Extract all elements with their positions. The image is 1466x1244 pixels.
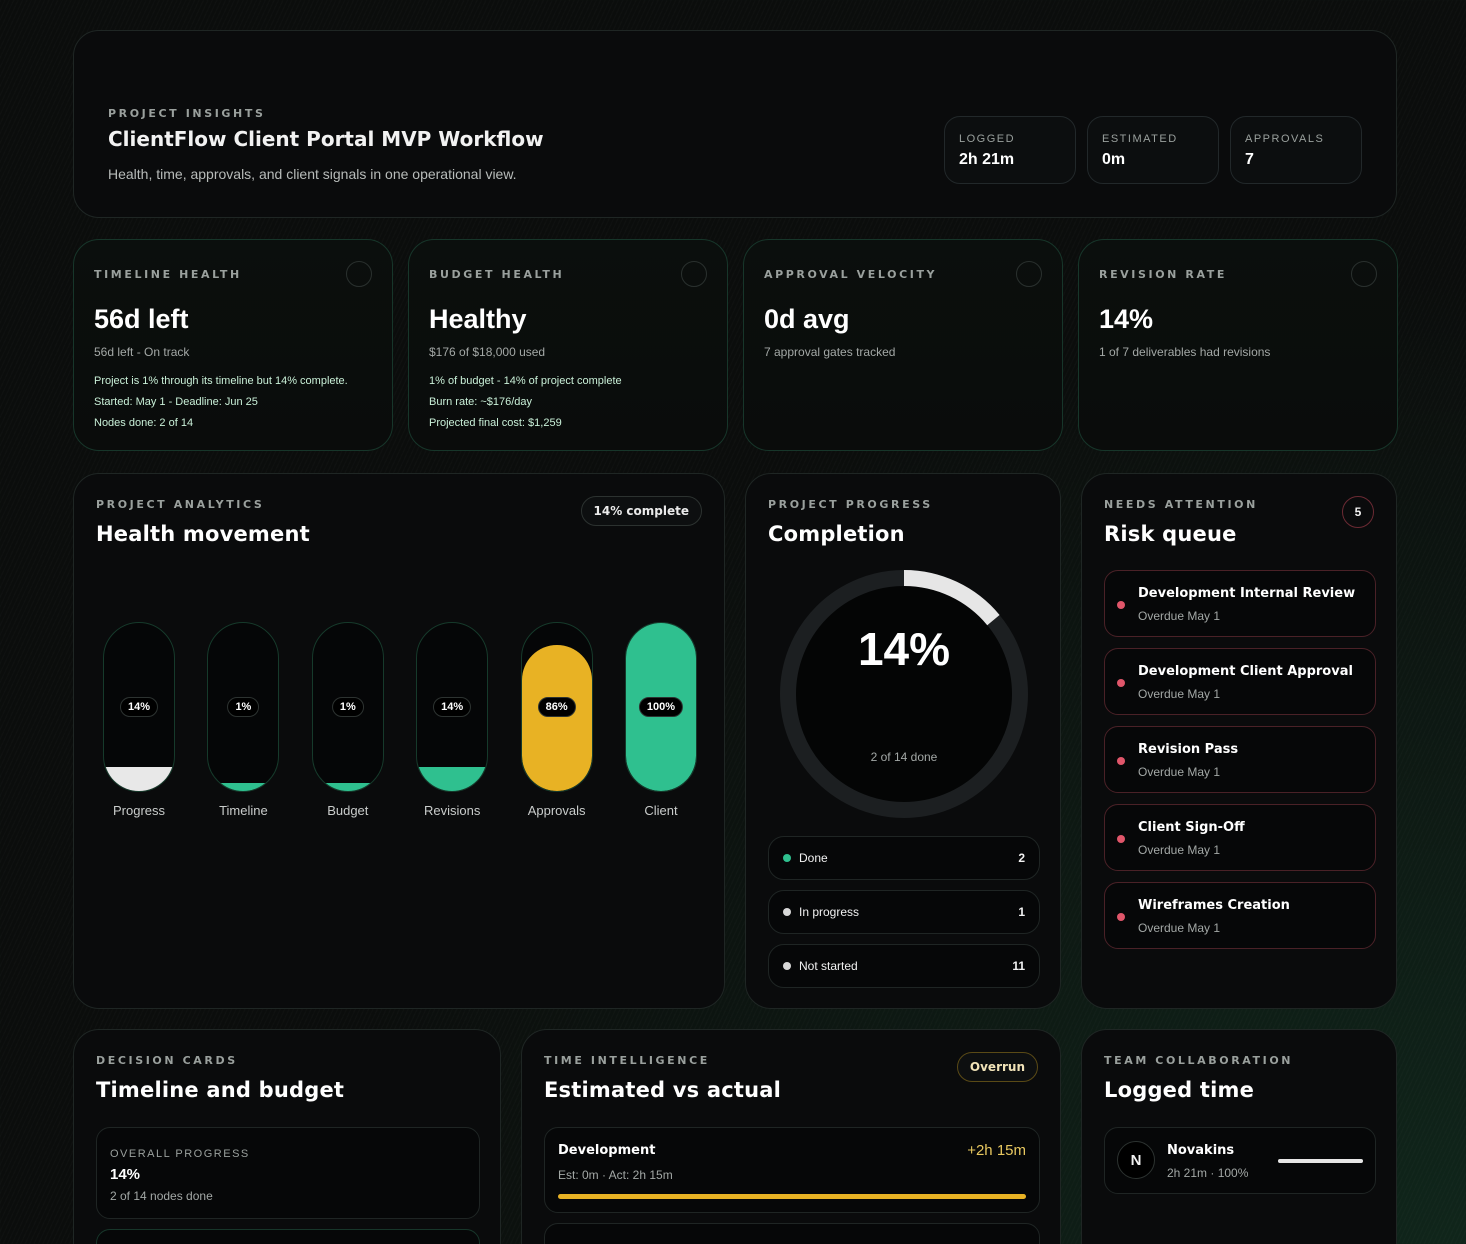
kpi-value: Healthy <box>429 304 527 334</box>
overrun-pill: Overrun <box>956 1052 1038 1082</box>
stat-estimated: ESTIMATED 0m <box>1087 116 1219 184</box>
risk-item[interactable]: Development Internal Review Overdue May … <box>1104 570 1376 637</box>
bar-value-label: 1% <box>227 697 260 717</box>
info-icon[interactable] <box>1016 261 1042 287</box>
time-row: Development +2h 15m Est: 0m · Act: 2h 15… <box>544 1127 1040 1213</box>
bar-value-label: 1% <box>331 697 364 717</box>
risk-item[interactable]: Wireframes Creation Overdue May 1 <box>1104 882 1376 949</box>
kpi-sub: 7 approval gates tracked <box>764 345 896 359</box>
kpi-sub: 1 of 7 deliverables had revisions <box>1099 345 1271 359</box>
bar-fill <box>208 782 279 791</box>
completion-donut <box>780 570 1028 818</box>
bar-value-label: 14% <box>119 697 159 717</box>
card-title: Timeline and budget <box>96 1078 345 1102</box>
time-intelligence-card: TIME INTELLIGENCE Estimated vs actual Ov… <box>521 1029 1061 1244</box>
project-header: PROJECT INSIGHTS ClientFlow Client Porta… <box>73 30 1397 218</box>
bar-fill <box>417 767 488 791</box>
kpi-value: 56d left <box>94 304 189 334</box>
alert-dot <box>1117 601 1125 609</box>
bar-fill <box>104 767 174 791</box>
status-dot <box>783 908 791 916</box>
header-eyebrow: PROJECT INSIGHTS <box>108 107 266 120</box>
risk-item[interactable]: Development Client Approval Overdue May … <box>1104 648 1376 715</box>
share-fill <box>1278 1159 1363 1163</box>
bar-value-label: 14% <box>433 697 472 717</box>
risk-item[interactable]: Revision Pass Overdue May 1 <box>1104 726 1376 793</box>
kpi-sub: $176 of $18,000 used <box>429 345 546 359</box>
legend-in-progress: In progress 1 <box>768 890 1040 934</box>
status-dot <box>783 962 791 970</box>
donut-arc <box>780 570 1028 818</box>
bar-fill <box>312 782 383 791</box>
metric-bar-revisions: 14% <box>416 622 489 792</box>
bar-label: Revisions <box>424 803 481 818</box>
team-collaboration-card: TEAM COLLABORATION Logged time N Novakin… <box>1081 1029 1397 1244</box>
decision-box <box>96 1229 480 1244</box>
bar-label: Timeline <box>219 803 268 818</box>
completion-card: PROJECT PROGRESS Completion 14% 2 of 14 … <box>745 473 1061 1009</box>
card-title: Risk queue <box>1104 522 1237 546</box>
card-title: Health movement <box>96 522 310 546</box>
info-icon[interactable] <box>1351 261 1377 287</box>
kpi-value: 0d avg <box>764 304 850 334</box>
metric-bar-client: 100% <box>625 622 697 792</box>
health-movement-card: PROJECT ANALYTICS Health movement 14% co… <box>73 473 725 1009</box>
alert-dot <box>1117 757 1125 765</box>
card-title: Logged time <box>1104 1078 1255 1102</box>
kpi-approval-velocity: APPROVAL VELOCITY 0d avg 7 approval gate… <box>743 239 1063 451</box>
info-icon[interactable] <box>681 261 707 287</box>
team-member-row[interactable]: N Novakins 2h 21m · 100% <box>1104 1127 1376 1194</box>
time-row <box>544 1223 1040 1244</box>
risk-item[interactable]: Client Sign-Off Overdue May 1 <box>1104 804 1376 871</box>
overall-progress-box: OVERALL PROGRESS 14% 2 of 14 nodes done <box>96 1127 480 1219</box>
share-track <box>1278 1159 1363 1163</box>
card-title: Estimated vs actual <box>544 1078 782 1102</box>
stat-approvals: APPROVALS 7 <box>1230 116 1362 184</box>
alert-dot <box>1117 913 1125 921</box>
kpi-budget-health: BUDGET HEALTH Healthy $176 of $18,000 us… <box>408 239 728 451</box>
bar-value-label: 100% <box>638 697 684 717</box>
stat-logged: LOGGED 2h 21m <box>944 116 1076 184</box>
risk-count-badge: 5 <box>1342 496 1374 528</box>
completion-sub: 2 of 14 done <box>870 750 938 764</box>
info-icon[interactable] <box>346 261 372 287</box>
kpi-sub: 56d left - On track <box>94 345 190 359</box>
bar-label: Progress <box>112 803 166 818</box>
legend-not-started: Not started 11 <box>768 944 1040 988</box>
card-title: Completion <box>768 522 905 546</box>
metric-bar-progress: 14% <box>103 622 175 792</box>
kpi-value: 14% <box>1099 304 1154 334</box>
complete-pill: 14% complete <box>580 496 702 526</box>
bar-value-label: 86% <box>537 697 576 717</box>
avatar: N <box>1117 1141 1155 1179</box>
metric-bar-budget: 1% <box>311 622 384 792</box>
risk-queue-card: NEEDS ATTENTION Risk queue 5 Development… <box>1081 473 1397 1009</box>
alert-dot <box>1117 679 1125 687</box>
kpi-timeline-health: TIMELINE HEALTH 56d left 56d left - On t… <box>73 239 393 451</box>
bar-fill <box>521 644 592 791</box>
time-track <box>558 1194 1026 1199</box>
time-fill <box>558 1194 1026 1199</box>
bar-label: Approvals <box>527 803 586 818</box>
alert-dot <box>1117 835 1125 843</box>
bar-label: Budget <box>327 803 369 818</box>
status-dot <box>783 854 791 862</box>
completion-percent: 14% <box>857 623 951 675</box>
legend-done: Done 2 <box>768 836 1040 880</box>
bar-label: Client <box>644 803 678 818</box>
project-title: ClientFlow Client Portal MVP Workflow <box>108 127 544 151</box>
metric-bar-approvals: 86% <box>520 622 593 792</box>
project-subtitle: Health, time, approvals, and client sign… <box>108 166 517 182</box>
metric-bar-timeline: 1% <box>207 622 280 792</box>
decision-card: DECISION CARDS Timeline and budget OVERA… <box>73 1029 501 1244</box>
kpi-revision-rate: REVISION RATE 14% 1 of 7 deliverables ha… <box>1078 239 1398 451</box>
